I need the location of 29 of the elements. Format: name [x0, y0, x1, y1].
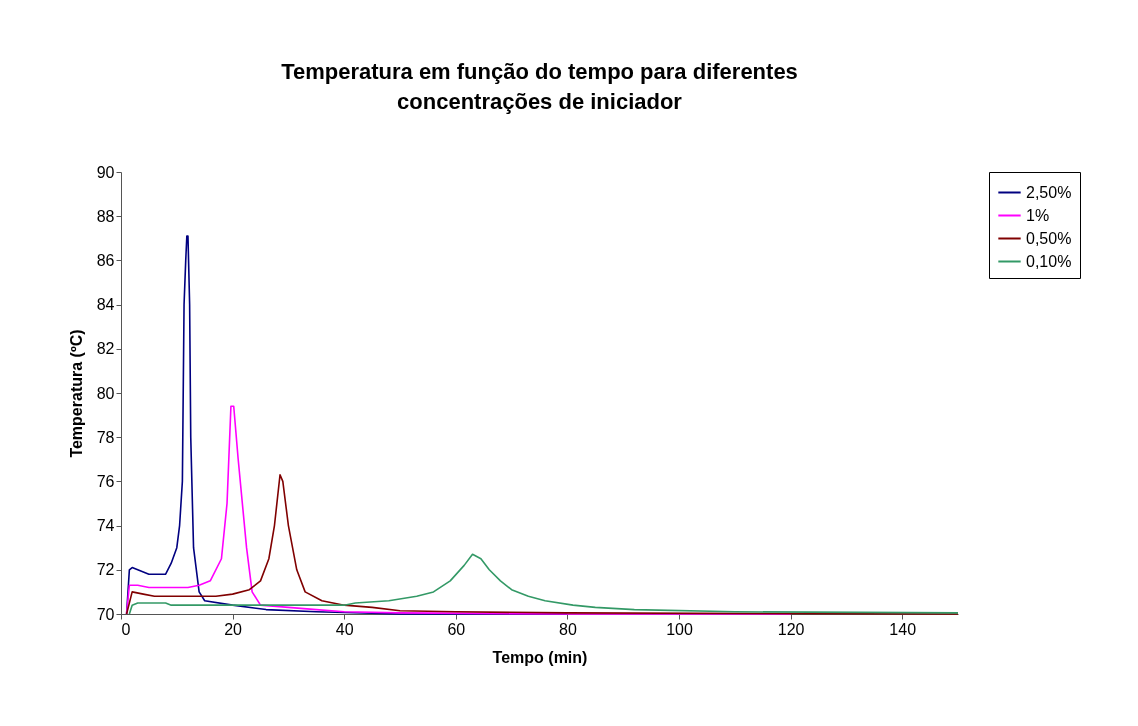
y-tick-label: 86 — [96, 251, 115, 269]
y-tick-label: 74 — [96, 517, 115, 535]
y-tick-label: 70 — [96, 605, 115, 623]
x-axis-title: Tempo (min) — [492, 648, 588, 666]
legend-label: 0,10% — [1026, 252, 1072, 270]
y-tick-label: 88 — [96, 207, 115, 225]
y-tick-label: 72 — [96, 561, 115, 579]
x-tick-label: 60 — [447, 620, 466, 638]
line-series — [125, 405, 792, 615]
y-tick-label: 84 — [96, 296, 115, 314]
y-tick-label: 80 — [96, 384, 115, 402]
line-series — [128, 553, 959, 615]
x-tick-label: 80 — [559, 620, 577, 638]
x-tick-label: 0 — [121, 620, 131, 638]
y-axis-title: Temperatura (ºC) — [67, 329, 85, 458]
x-tick-label: 140 — [889, 620, 917, 638]
y-tick-label: 82 — [96, 340, 115, 358]
y-tick-label: 78 — [96, 428, 115, 446]
x-tick-label: 20 — [224, 620, 243, 638]
legend-label: 1% — [1026, 206, 1050, 224]
legend-label: 0,50% — [1026, 229, 1072, 247]
line-series — [125, 473, 959, 615]
legend-label: 2,50% — [1026, 183, 1072, 201]
y-tick-label: 76 — [96, 472, 115, 490]
x-tick-label: 120 — [777, 620, 805, 638]
chart-title: Temperatura em função do tempo para diferentes concentrações de iniciador — [281, 59, 798, 114]
x-tick-label: 40 — [335, 620, 354, 638]
x-tick-label: 100 — [666, 620, 693, 638]
y-tick-label: 90 — [96, 163, 115, 181]
